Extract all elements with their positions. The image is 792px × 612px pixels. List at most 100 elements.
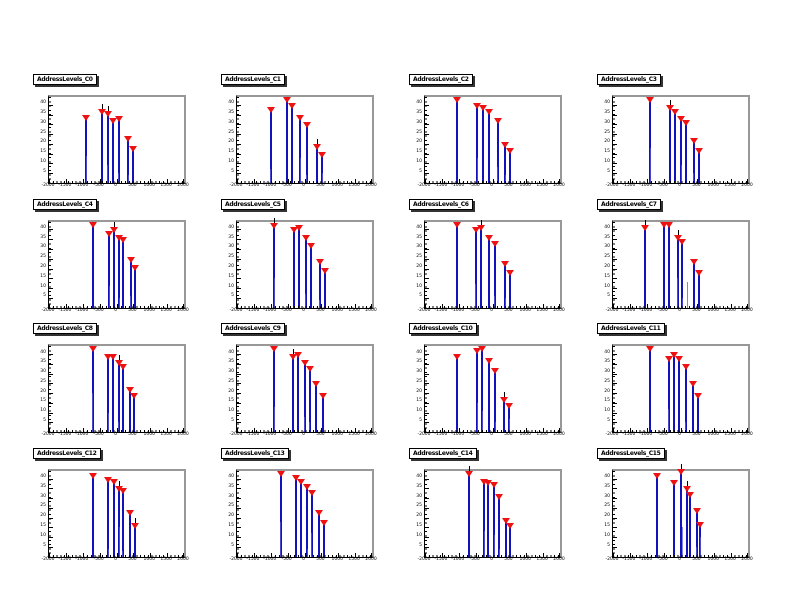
plot-pad-addresslevels_c9[interactable]: AddressLevels_C9 -2000 -1500 -1000 -500 0 500 1… <box>216 320 404 445</box>
x-tick-label: -1000 <box>75 556 89 562</box>
data-stem <box>693 262 695 308</box>
x-tick-label: 500 <box>316 183 325 188</box>
triangle-down-marker-icon <box>664 221 673 228</box>
triangle-down-marker-icon <box>652 472 661 479</box>
triangle-down-marker-icon <box>297 478 306 485</box>
y-axis-tick <box>49 527 53 529</box>
plot-pad-addresslevels_c5[interactable]: AddressLevels_C5 -2000 -1500 -1000 -500 0 500 1… <box>216 195 404 320</box>
error-whisker <box>107 105 109 113</box>
plot-pad-addresslevels_c8[interactable]: AddressLevels_C8 -2000 -1500 -1000 -500 0 500 1… <box>28 320 216 445</box>
y-tick-label: 20 <box>228 139 234 145</box>
plot-pad-addresslevels_c12[interactable]: AddressLevels_C12 -2000 -1500 -1000 -500 0 500… <box>28 444 216 569</box>
y-axis-tick <box>425 527 429 529</box>
triangle-down-marker-icon <box>453 221 462 228</box>
data-stem <box>133 397 136 433</box>
plot-pad-addresslevels_c7[interactable]: AddressLevels_C7 -2000 -1500 -1000 -500 0 500 1… <box>592 195 780 320</box>
plot-frame <box>236 344 374 434</box>
x-tick-label: 1000 <box>707 556 719 562</box>
plot-pad-addresslevels_c13[interactable]: AddressLevels_C13 -2000 -1500 -1000 -500 0 500… <box>216 444 404 569</box>
y-tick-label: 15 <box>604 398 610 404</box>
triangle-down-marker-icon <box>282 96 291 103</box>
x-tick-label: 500 <box>692 432 701 438</box>
triangle-down-marker-icon <box>118 363 127 370</box>
x-tick-label: 1000 <box>707 307 719 313</box>
y-tick-label: 35 <box>604 359 610 365</box>
y-axis-tick <box>49 354 53 355</box>
y-tick-label: 20 <box>604 513 610 519</box>
y-tick-label: 20 <box>604 264 610 269</box>
y-tick-label: 25 <box>228 129 234 135</box>
minor-stem <box>118 422 120 433</box>
y-tick-label: 30 <box>40 119 46 125</box>
plot-pad-addresslevels_c1[interactable]: AddressLevels_C1 -2000 -1500 -1000 -500 0 500 1… <box>216 71 404 195</box>
minor-stem <box>493 535 495 557</box>
plot-pad-addresslevels_c4[interactable]: AddressLevels_C4 -2000 -1500 -1000 -500 0 500 1… <box>28 195 216 320</box>
y-axis-tick <box>425 507 429 509</box>
plot-frame <box>612 344 750 434</box>
y-tick-label: 40 <box>228 474 234 480</box>
y-tick-label: 10 <box>604 408 610 414</box>
plot-pad-addresslevels_c15[interactable]: AddressLevels_C15 -2000 -1500 -1000 -500 0 500… <box>592 444 780 569</box>
x-tick-label: 2000 <box>365 432 377 438</box>
triangle-down-marker-icon <box>296 114 305 121</box>
triangle-down-marker-icon <box>109 478 118 485</box>
y-axis-tick <box>49 124 53 126</box>
y-tick-label: 5 <box>231 542 234 548</box>
data-stem <box>667 225 670 308</box>
minor-stem <box>497 167 499 183</box>
y-tick-label: 15 <box>40 149 46 155</box>
x-tick-label: 2000 <box>741 556 753 562</box>
data-stem <box>504 145 507 183</box>
x-tick-label: -500 <box>657 183 668 188</box>
data-stem <box>662 225 665 308</box>
x-tick-label: 500 <box>692 183 701 188</box>
y-axis-tick <box>613 114 617 116</box>
y-axis-tick <box>425 547 429 549</box>
y-tick-label: 35 <box>416 234 422 240</box>
plot-pad-addresslevels_c3[interactable]: AddressLevels_C3 -2000 -1500 -1000 -500 0 500 1… <box>592 71 780 195</box>
data-stem <box>505 521 507 557</box>
y-axis-tick <box>425 373 429 375</box>
triangle-down-marker-icon <box>674 355 683 362</box>
data-stem <box>483 482 486 557</box>
plot-pad-addresslevels_c14[interactable]: AddressLevels_C14 -2000 -1500 -1000 -500 0 500… <box>404 444 592 569</box>
minor-stem <box>309 422 311 433</box>
x-tick-label: 1500 <box>160 556 172 562</box>
y-axis-tick <box>237 134 241 136</box>
y-axis-tick <box>49 402 53 404</box>
y-axis-tick <box>49 363 53 365</box>
data-stem <box>681 243 684 308</box>
data-stem <box>649 350 652 433</box>
y-tick-label: 25 <box>228 503 234 509</box>
y-axis-tick <box>613 258 617 260</box>
triangle-down-marker-icon <box>664 355 673 362</box>
y-tick-label: 30 <box>416 244 422 250</box>
x-tick-label: -500 <box>469 556 480 562</box>
y-tick-label: 25 <box>604 254 610 260</box>
triangle-down-marker-icon <box>685 492 694 499</box>
y-axis-tick <box>237 288 241 290</box>
data-stem <box>496 122 499 183</box>
y-axis-tick <box>613 229 617 231</box>
x-tick-label: 1000 <box>143 432 155 438</box>
plot-pad-addresslevels_c2[interactable]: AddressLevels_C2 -2000 -1500 -1000 -500 0 500 1… <box>404 71 592 195</box>
triangle-down-marker-icon <box>476 225 485 232</box>
plot-pad-addresslevels_c10[interactable]: AddressLevels_C10 -2000 -1500 -1000 -500 0 500… <box>404 320 592 445</box>
triangle-down-marker-icon <box>669 351 678 358</box>
error-whisker <box>135 518 137 526</box>
plot-pad-addresslevels_c0[interactable]: AddressLevels_C0 -2000 -1500 -1000 -500 0 500 1… <box>28 71 216 195</box>
minor-stem <box>476 402 478 433</box>
data-stem <box>134 527 137 557</box>
plot-pad-addresslevels_c11[interactable]: AddressLevels_C11 -2000 -1500 -1000 -500 0 500… <box>592 320 780 445</box>
triangle-down-marker-icon <box>506 523 515 530</box>
x-tick-label: 500 <box>692 556 701 562</box>
x-tick-label: -1000 <box>639 307 653 313</box>
y-tick-label: 20 <box>228 264 234 269</box>
y-axis-tick <box>237 527 241 529</box>
data-stem <box>100 112 103 183</box>
triangle-down-marker-icon <box>641 225 650 232</box>
y-tick-label: 30 <box>40 244 46 250</box>
plot-pad-addresslevels_c6[interactable]: AddressLevels_C6 -2000 -1500 -1000 -500 0 500 1… <box>404 195 592 320</box>
y-axis-tick <box>49 488 53 490</box>
y-tick-label: 20 <box>228 388 234 394</box>
